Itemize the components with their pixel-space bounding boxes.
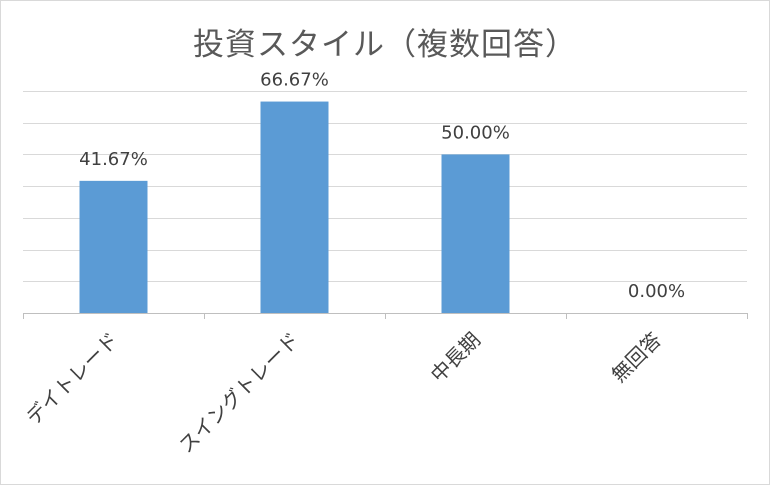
bar-1	[260, 101, 329, 314]
bar-0	[79, 180, 148, 313]
x-tick-label-2: 中長期	[426, 328, 485, 387]
x-tick-label-0: デイトレード	[21, 328, 123, 430]
chart-title: 投資スタイル（複数回答）	[193, 27, 577, 63]
data-label-0: 41.67%	[79, 149, 148, 170]
data-label-1: 66.67%	[260, 70, 329, 91]
bar-2	[441, 154, 510, 313]
x-tick-label-3: 無回答	[607, 328, 666, 387]
data-label-3: 0.00%	[628, 281, 685, 302]
data-label-2: 50.00%	[441, 122, 510, 143]
x-tick-label-1: スイングトレード	[174, 328, 304, 458]
